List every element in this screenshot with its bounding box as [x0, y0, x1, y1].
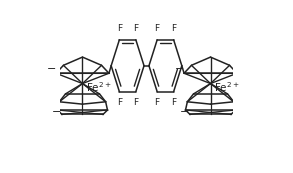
Text: −: − [180, 107, 189, 117]
Text: F: F [171, 98, 176, 107]
Text: F: F [171, 24, 176, 33]
Text: F: F [117, 98, 122, 107]
Text: F: F [117, 24, 122, 33]
Text: −: − [175, 64, 184, 74]
Text: F: F [133, 98, 138, 107]
Text: F: F [133, 24, 138, 33]
Text: Fe$^{2+}$: Fe$^{2+}$ [214, 80, 240, 94]
Text: −: − [52, 107, 61, 117]
Text: Fe$^{2+}$: Fe$^{2+}$ [86, 80, 112, 94]
Text: F: F [155, 98, 160, 107]
Text: −: − [47, 64, 56, 74]
Text: F: F [155, 24, 160, 33]
